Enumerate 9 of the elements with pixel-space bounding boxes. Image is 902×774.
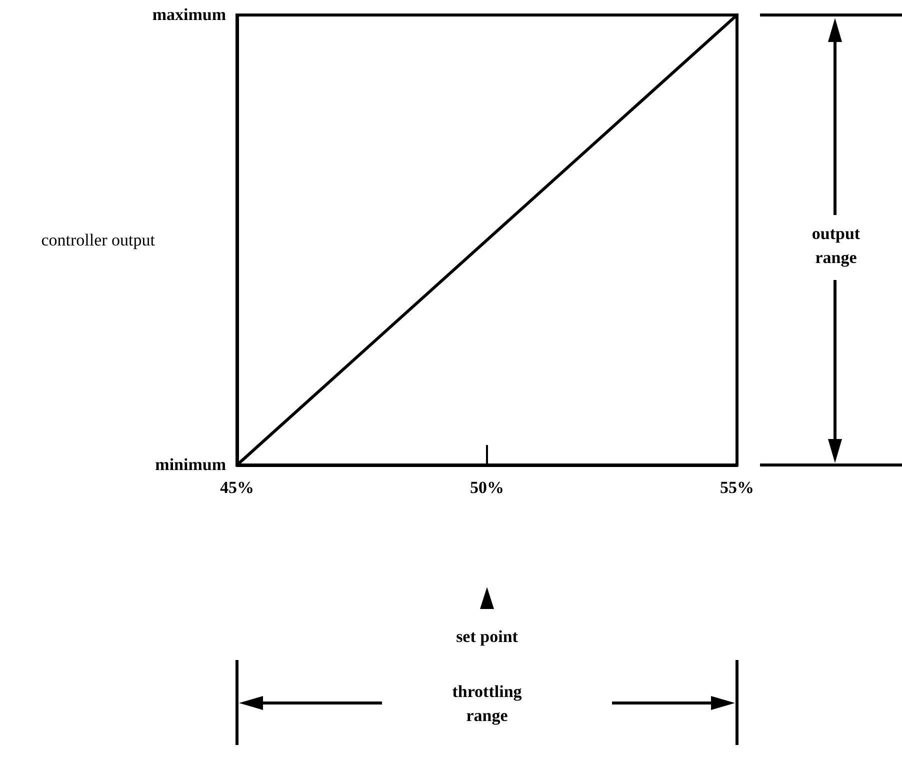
x-tick-label: 50% [470,478,504,497]
text: minimum [154,454,226,476]
x-tick-label: 55% [720,478,754,497]
text: maximum [151,4,226,26]
y-axis-title: controller output [41,230,156,250]
text: throttling range [451,681,523,727]
text: output range [810,223,862,269]
text: set point [455,626,519,648]
x-tick-label: 45% [220,478,254,497]
